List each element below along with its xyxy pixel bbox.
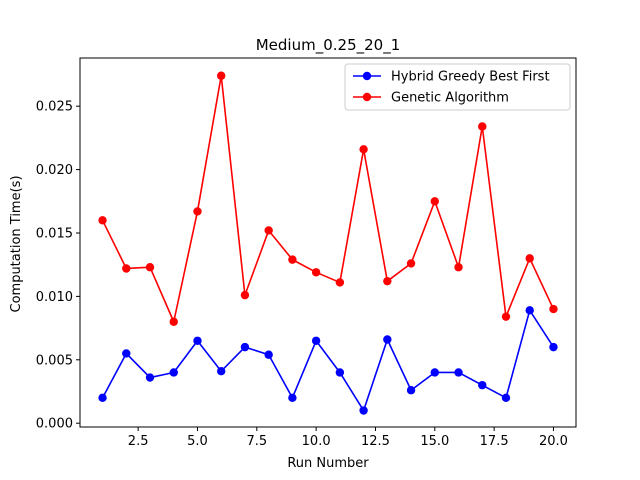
plot-layer: 2.5 5.0 7.5 10.0 12.5 15.0 17.5 20.0 0.000 0.005 0… bbox=[36, 57, 577, 449]
data-point bbox=[122, 349, 131, 358]
x-tick-label: 17.5 bbox=[480, 434, 509, 449]
series-line bbox=[101, 309, 555, 412]
legend-marker bbox=[362, 92, 372, 102]
legend-label: Genetic Algorithm bbox=[391, 91, 509, 106]
data-point bbox=[122, 264, 131, 273]
data-point bbox=[145, 263, 155, 272]
x-tick-label: 5.0 bbox=[187, 434, 208, 449]
y-tick-label: 0.000 bbox=[36, 417, 73, 432]
data-point bbox=[288, 255, 297, 264]
data-point bbox=[525, 306, 534, 315]
data-point bbox=[359, 406, 368, 415]
data-point bbox=[169, 317, 178, 326]
data-point bbox=[525, 254, 534, 263]
x-tick-label: 7.5 bbox=[246, 434, 267, 449]
y-tick-label: 0.020 bbox=[36, 163, 73, 178]
data-point bbox=[335, 368, 345, 377]
data-point bbox=[478, 380, 487, 390]
data-point bbox=[406, 259, 416, 268]
data-point bbox=[98, 393, 107, 403]
data-point bbox=[240, 342, 250, 352]
data-point bbox=[288, 393, 297, 403]
data-point bbox=[478, 122, 487, 131]
x-axis-label: Run Number bbox=[287, 456, 369, 471]
data-point bbox=[217, 367, 226, 376]
legend: Hybrid Greedy Best First Genetic Algorith… bbox=[344, 63, 571, 111]
x-tick-label: 12.5 bbox=[361, 434, 390, 449]
axes-frame bbox=[79, 57, 577, 428]
data-point bbox=[383, 335, 392, 344]
data-point bbox=[145, 373, 155, 382]
data-point bbox=[311, 336, 321, 345]
data-point bbox=[240, 290, 250, 300]
data-point bbox=[501, 312, 511, 321]
data-point bbox=[169, 368, 178, 377]
y-tick-label: 0.005 bbox=[36, 353, 73, 368]
legend-label: Hybrid Greedy Best First bbox=[391, 70, 550, 85]
data-point bbox=[501, 393, 511, 403]
data-point bbox=[549, 304, 558, 314]
data-point bbox=[264, 350, 273, 359]
y-tick-label: 0.010 bbox=[36, 290, 73, 305]
x-tick-label: 20.0 bbox=[539, 434, 568, 449]
data-point bbox=[335, 278, 345, 287]
data-point bbox=[454, 368, 463, 377]
x-tick-label: 2.5 bbox=[128, 434, 149, 449]
data-point bbox=[406, 386, 416, 395]
x-tick-label: 10.0 bbox=[302, 434, 331, 449]
data-point bbox=[454, 263, 463, 272]
data-point bbox=[430, 368, 439, 377]
legend-marker bbox=[362, 71, 372, 81]
data-point bbox=[359, 145, 368, 154]
data-point bbox=[549, 342, 558, 352]
x-tick-label: 15.0 bbox=[420, 434, 449, 449]
data-point bbox=[217, 71, 226, 80]
chart-title: Medium_0.25_20_1 bbox=[256, 36, 401, 55]
data-point bbox=[430, 197, 439, 206]
y-axis-label: Computation Time(s) bbox=[9, 175, 24, 312]
data-point bbox=[264, 226, 273, 235]
data-point bbox=[193, 336, 202, 345]
data-point bbox=[98, 216, 107, 225]
series-line bbox=[101, 74, 555, 323]
y-tick-label: 0.015 bbox=[36, 226, 73, 241]
data-point bbox=[193, 207, 202, 216]
data-point bbox=[383, 276, 392, 286]
data-point bbox=[311, 268, 321, 277]
legend-box bbox=[344, 63, 571, 111]
y-tick-label: 0.025 bbox=[36, 100, 73, 115]
